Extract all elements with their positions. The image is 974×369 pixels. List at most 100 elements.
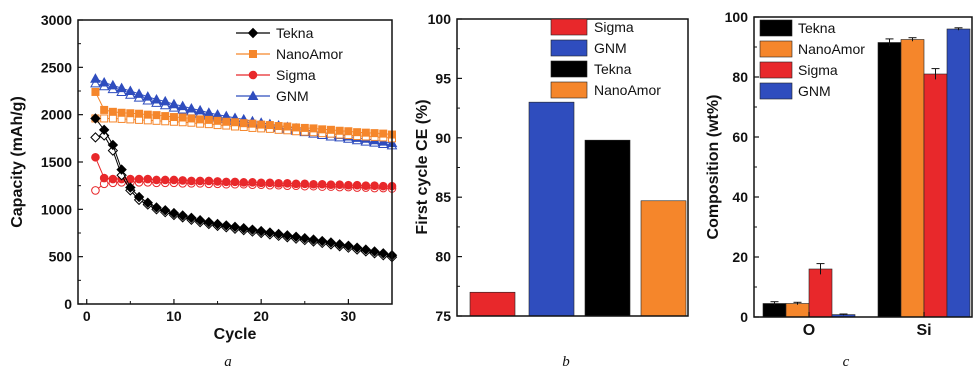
data-point-nanoamor-filled bbox=[257, 120, 266, 129]
data-point-sigma-filled bbox=[221, 177, 231, 187]
data-point-gnm-filled bbox=[194, 104, 206, 115]
legend-label-gnm: GNM bbox=[594, 40, 627, 56]
data-point-tekna-filled bbox=[334, 239, 345, 250]
data-point-nanoamor-filled bbox=[274, 122, 283, 131]
data-point-sigma-filled bbox=[213, 177, 222, 186]
data-point-nanoamor-filled bbox=[265, 121, 274, 130]
data-point-nanoamor-filled bbox=[169, 113, 178, 122]
data-point-nanoamor-filled bbox=[239, 119, 248, 128]
data-point-sigma-filled bbox=[300, 179, 310, 189]
data-point-tekna-filled bbox=[212, 218, 223, 230]
panel-b-axes: 75 80 85 90 95 100 bbox=[428, 11, 462, 324]
data-point-sigma-filled bbox=[344, 180, 353, 190]
data-point-tekna-filled bbox=[255, 225, 267, 237]
data-point-gnm-filled bbox=[98, 76, 110, 87]
data-point-nanoamor-filled bbox=[379, 129, 388, 138]
data-point-tekna-filled bbox=[360, 244, 372, 255]
data-point-sigma-filled bbox=[204, 176, 214, 186]
data-point-sigma-filled bbox=[230, 177, 240, 187]
data-point-sigma-filled bbox=[143, 174, 153, 184]
legend-label-gnm: GNM bbox=[798, 83, 831, 99]
panel-a-xlabel: Cycle bbox=[214, 326, 257, 343]
y-tick-label: 20 bbox=[732, 249, 748, 265]
data-point-nanoamor-filled bbox=[283, 122, 292, 131]
legend-swatch-sigma bbox=[759, 61, 793, 79]
legend-marker-gnm bbox=[247, 90, 259, 100]
x-tick-label: 30 bbox=[341, 308, 357, 324]
bar-nanoamor-o bbox=[785, 303, 810, 318]
data-point-tekna-filled bbox=[238, 223, 249, 234]
data-point-nanoamor-filled bbox=[335, 126, 344, 135]
data-point-gnm-filled bbox=[159, 95, 171, 106]
bar-tekna-o bbox=[762, 303, 787, 318]
data-point-nanoamor-filled bbox=[361, 128, 370, 137]
data-point-nanoamor-filled bbox=[309, 124, 318, 133]
panel-a-frame bbox=[77, 19, 393, 305]
y-tick-label: 2000 bbox=[41, 107, 72, 123]
data-point-sigma-filled bbox=[361, 181, 371, 190]
data-point-tekna-filled bbox=[317, 235, 328, 247]
panel-a-capacity-chart: 0 500 1000 1500 2000 2500 3000 0 10 20 30 Cycle Ca… bbox=[9, 12, 398, 369]
data-point-nanoamor-filled bbox=[231, 118, 239, 127]
data-point-tekna-open bbox=[90, 132, 101, 143]
y-tick-label: 80 bbox=[435, 249, 451, 265]
data-point-sigma-filled bbox=[326, 180, 336, 190]
data-point-sigma-filled bbox=[152, 175, 161, 185]
y-tick-label: 1000 bbox=[41, 201, 72, 217]
legend-label-tekna: Tekna bbox=[594, 61, 632, 77]
legend-label-gnm: GNM bbox=[276, 88, 309, 104]
data-point-gnm-open bbox=[90, 77, 101, 88]
data-point-tekna-open bbox=[107, 145, 119, 156]
panel-a-plot-area bbox=[90, 73, 398, 263]
data-point-gnm-filled bbox=[90, 73, 101, 83]
data-point-sigma-filled bbox=[187, 176, 196, 186]
legend-label-sigma: Sigma bbox=[798, 62, 838, 78]
x-tick-label: 0 bbox=[83, 308, 91, 324]
legend-swatch-gnm bbox=[550, 39, 588, 57]
data-point-tekna-filled bbox=[247, 224, 258, 235]
data-point-nanoamor-filled bbox=[222, 117, 231, 126]
data-point-sigma-filled bbox=[352, 180, 362, 190]
legend-label-sigma: Sigma bbox=[594, 19, 634, 35]
data-point-gnm-filled bbox=[133, 88, 145, 98]
legend-swatch-gnm bbox=[759, 82, 793, 100]
data-point-gnm-filled bbox=[107, 79, 119, 90]
data-point-tekna-filled bbox=[168, 207, 180, 219]
data-point-nanoamor-filled bbox=[178, 113, 187, 122]
data-point-sigma-filled bbox=[378, 181, 388, 191]
data-point-nanoamor-filled bbox=[248, 119, 257, 128]
data-point-tekna-filled bbox=[299, 232, 310, 244]
y-tick-label: 95 bbox=[435, 70, 451, 86]
panel-c-composition-chart: O Si 0 20 40 60 80 100 Composition (wt%) Tekna N… bbox=[705, 9, 973, 369]
data-point-sigma-filled bbox=[195, 176, 205, 186]
legend-label-tekna: Tekna bbox=[276, 25, 314, 41]
data-point-sigma-filled bbox=[274, 179, 283, 188]
data-point-nanoamor-filled bbox=[292, 123, 301, 132]
data-point-tekna-filled bbox=[116, 164, 127, 175]
data-point-sigma-filled bbox=[178, 176, 187, 185]
panel-c-label: c bbox=[843, 354, 850, 369]
y-tick-label: 500 bbox=[49, 249, 73, 265]
data-point-nanoamor-filled bbox=[187, 114, 196, 123]
data-point-nanoamor-filled bbox=[152, 111, 161, 120]
data-point-nanoamor-filled bbox=[326, 125, 335, 134]
y-tick-label: 90 bbox=[435, 130, 451, 146]
data-point-tekna-filled bbox=[343, 240, 354, 251]
legend-marker-nanoamor bbox=[249, 50, 257, 58]
data-point-tekna-filled bbox=[308, 234, 319, 245]
data-point-sigma-filled bbox=[239, 178, 249, 187]
data-point-nanoamor-filled bbox=[135, 109, 144, 118]
data-point-gnm-filled bbox=[186, 102, 197, 113]
bar-sigma-si bbox=[923, 73, 948, 318]
legend-swatch-tekna bbox=[759, 19, 793, 37]
data-point-gnm-filled bbox=[151, 94, 162, 104]
data-point-tekna-filled bbox=[369, 246, 380, 257]
data-point-gnm-filled bbox=[142, 91, 154, 101]
y-tick-label: 100 bbox=[428, 11, 452, 27]
panel-c-axes: O Si 0 20 40 60 80 100 bbox=[725, 9, 932, 339]
legend-swatch-tekna bbox=[550, 60, 588, 78]
y-tick-label: 2500 bbox=[41, 59, 72, 75]
y-tick-label: 0 bbox=[740, 309, 748, 325]
legend-label-nanoamor: NanoAmor bbox=[276, 46, 343, 62]
